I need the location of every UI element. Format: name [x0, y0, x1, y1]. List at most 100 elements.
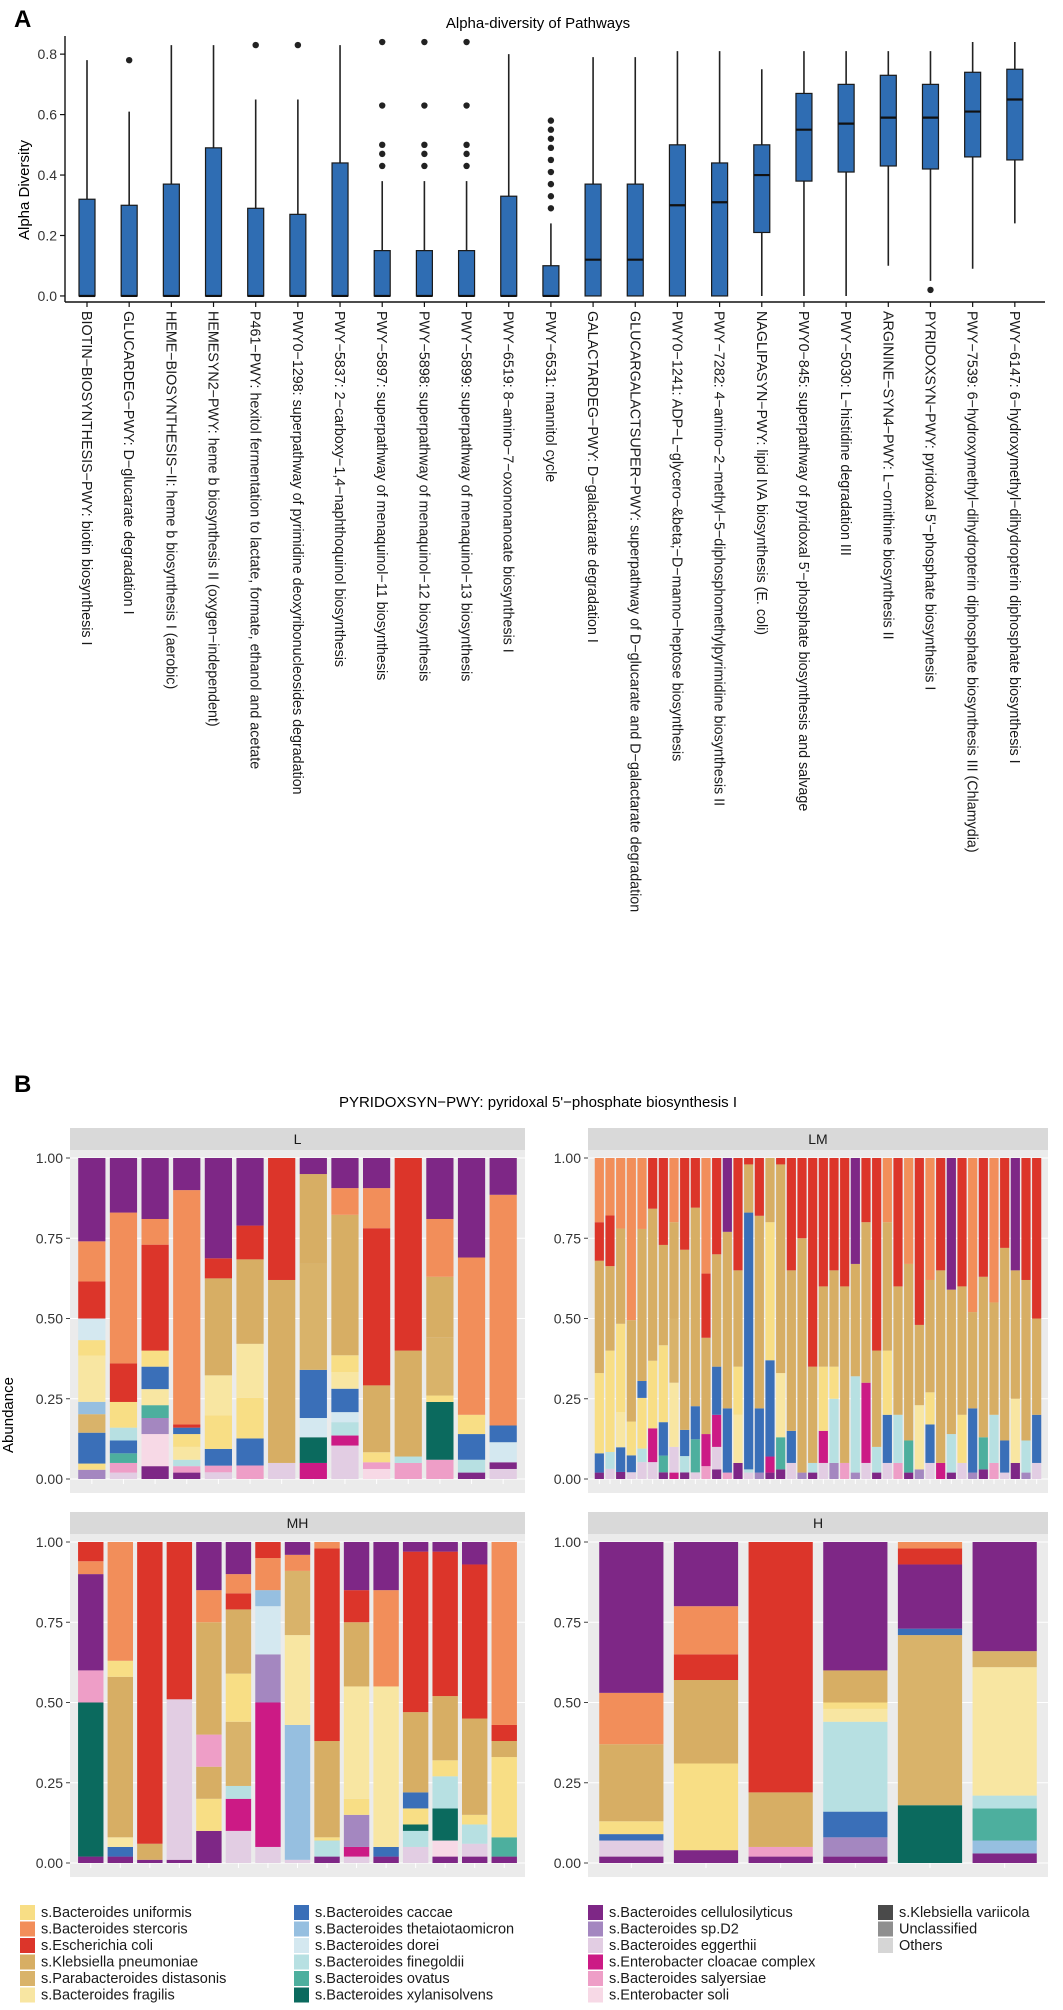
y-tick-label: 0.75 [554, 1230, 581, 1246]
bar-segment [314, 1542, 340, 1549]
bar-segment [605, 1468, 615, 1479]
bar-segment [432, 1542, 458, 1552]
y-tick-label: 0.00 [36, 1855, 63, 1871]
bar-segment [972, 1542, 1037, 1652]
y-tick-label: 0.2 [38, 228, 58, 244]
box-4: P461−PWY: hexitol fermentation to lactat… [247, 41, 265, 769]
bar-segment [690, 1472, 700, 1479]
bar-segment [166, 1699, 193, 1860]
bar-segment [829, 1270, 839, 1367]
bar-segment [363, 1452, 391, 1463]
bar-segment [701, 1337, 711, 1435]
legend-item: s.Bacteroides finegoldii [294, 1954, 464, 1971]
bar-segment [968, 1408, 978, 1473]
bar-segment [978, 1437, 988, 1470]
stacked-bar-L-9 [363, 1158, 391, 1479]
stacked-bar-LM-31 [925, 1158, 935, 1479]
bar-segment [137, 1859, 163, 1863]
bar-segment [343, 1846, 370, 1857]
bar-segment [972, 1667, 1037, 1796]
bar-segment [776, 1158, 786, 1165]
legend-swatch [878, 1905, 893, 1920]
bar-segment [861, 1158, 871, 1223]
bar-segment [314, 1741, 340, 1838]
legend-item: s.Bacteroides cellulosilyticus [588, 1905, 793, 1921]
bar-segment [426, 1337, 454, 1396]
bar-segment [462, 1564, 488, 1719]
box-outlier [421, 150, 428, 158]
bar-segment [225, 1609, 252, 1674]
bar-segment [797, 1158, 807, 1239]
bar-segment [722, 1408, 732, 1473]
bar-segment [850, 1472, 860, 1479]
panel-a-label: A [14, 6, 31, 33]
bar-segment [491, 1837, 517, 1857]
stacked-bar-MH-9 [343, 1542, 370, 1863]
bar-segment [284, 1859, 311, 1863]
facet-H: H 0.00 0.25 0.50 0.75 1.00 [554, 1512, 1048, 1877]
bar-segment [599, 1744, 664, 1822]
bar-segment [637, 1462, 647, 1479]
bar-segment [968, 1312, 978, 1409]
bar-segment [978, 1276, 988, 1438]
bar-segment [786, 1462, 796, 1479]
bar-segment [599, 1840, 664, 1857]
bar-segment [137, 1542, 163, 1844]
legend-label: s.Enterobacter cloacae complex [609, 1955, 816, 1971]
box-outlier [547, 156, 555, 164]
bar-segment [872, 1350, 882, 1447]
bar-segment [196, 1766, 222, 1799]
bar-segment [626, 1421, 636, 1456]
stacked-bar-LM-24 [850, 1158, 860, 1479]
bar-segment [925, 1392, 935, 1425]
box-body [668, 144, 687, 297]
bar-segment [680, 1158, 690, 1250]
bar-segment [776, 1469, 786, 1479]
facet-L: L 0.00 0.25 0.50 0.75 1.00 [36, 1128, 525, 1493]
bar-segment [489, 1425, 517, 1443]
stacked-bar-LM-6 [658, 1158, 668, 1479]
bar-segment [173, 1158, 201, 1191]
bar-segment [1010, 1462, 1020, 1479]
bar-segment [605, 1350, 615, 1452]
bar-segment [109, 1158, 138, 1213]
bar-segment [141, 1244, 169, 1351]
bar-segment [669, 1158, 679, 1223]
bar-segment [432, 1696, 458, 1761]
bar-segment [744, 1164, 754, 1213]
bar-segment [626, 1472, 636, 1479]
bar-segment [373, 1686, 399, 1847]
panel-b: B PYRIDOXSYN−PWY: pyridoxal 5'−phosphate… [0, 1071, 1048, 2004]
bar-segment [331, 1445, 359, 1479]
y-tick-label: 0.25 [554, 1391, 581, 1407]
facet-MH: MH 0.00 0.25 0.50 0.75 1.00 [36, 1512, 525, 1877]
bar-segment [373, 1856, 399, 1863]
box-7: PWY−5897: superpathway of menaquinol−11 … [373, 38, 391, 680]
y-tick-label: 0.25 [36, 1391, 63, 1407]
y-tick-label: 0.8 [38, 46, 58, 62]
bar-segment [343, 1798, 370, 1815]
bar-segment [712, 1446, 722, 1470]
stacked-bar-LM-21 [818, 1158, 828, 1479]
bar-segment [299, 1418, 327, 1438]
bar-segment [343, 1542, 370, 1591]
legend-item: s.Klebsiella pneumoniae [20, 1954, 198, 1971]
bar-segment [605, 1451, 615, 1469]
legend-item: s.Bacteroides thetaiotaomicron [294, 1921, 514, 1938]
bar-segment [284, 1635, 311, 1725]
bar-segment [78, 1702, 104, 1857]
bar-segment [722, 1472, 732, 1479]
legend-item: s.Parabacteroides distasonis [20, 1971, 226, 1987]
box-8: PWY−5898: superpathway of menaquinol−12 … [415, 38, 433, 681]
y-tick-label: 0.25 [554, 1775, 581, 1791]
bar-segment [936, 1270, 946, 1463]
bar-segment [850, 1263, 860, 1377]
bar-segment [669, 1318, 679, 1383]
box-body [921, 83, 940, 170]
bar-segment [462, 1824, 488, 1844]
bar-segment [599, 1821, 664, 1835]
box-body [964, 71, 982, 158]
bar-segment [255, 1654, 281, 1703]
bar-segment [658, 1472, 668, 1479]
